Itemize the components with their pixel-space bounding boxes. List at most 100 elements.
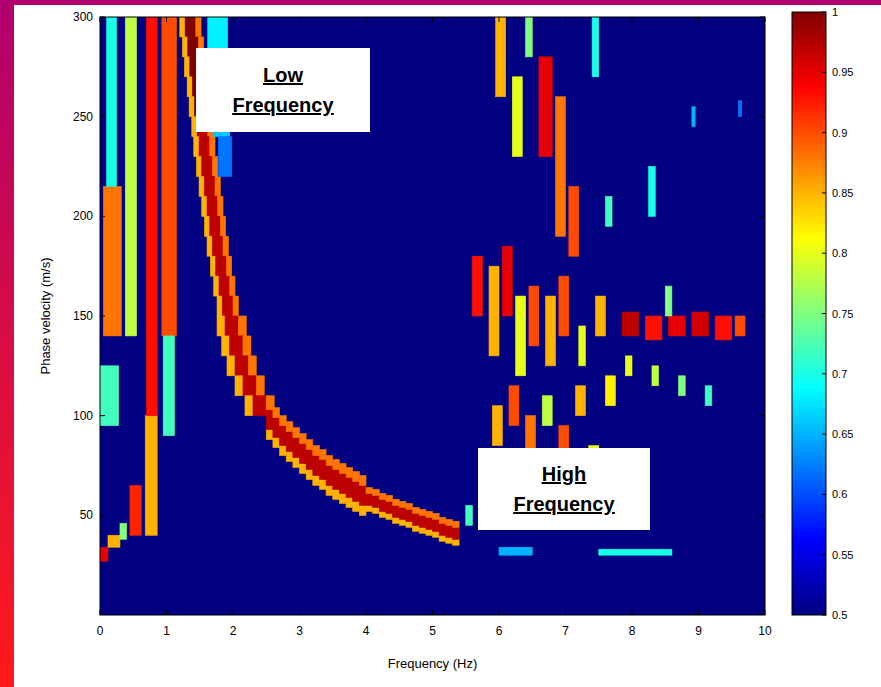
heat-cell bbox=[339, 473, 346, 493]
heat-cell bbox=[217, 296, 222, 316]
colorbar-tick bbox=[822, 313, 826, 314]
heat-cell bbox=[373, 489, 380, 495]
heat-cell bbox=[393, 499, 400, 505]
heat-cell bbox=[715, 316, 732, 340]
heat-cell bbox=[204, 176, 215, 196]
colorbar-tick-label: 0.85 bbox=[832, 187, 853, 199]
heat-cell bbox=[426, 529, 433, 535]
heat-cell bbox=[546, 296, 556, 366]
colorbar-tick-label: 0.55 bbox=[832, 549, 853, 561]
heat-cell bbox=[182, 37, 187, 57]
heat-cell bbox=[210, 256, 215, 276]
x-tick-label: 6 bbox=[496, 624, 503, 638]
annotation-line: Low bbox=[263, 64, 303, 86]
heat-cell bbox=[512, 77, 522, 157]
heat-cell bbox=[419, 509, 426, 515]
annotation-line: Frequency bbox=[513, 493, 615, 515]
x-tick bbox=[100, 17, 101, 22]
heat-cell bbox=[180, 17, 185, 37]
x-tick bbox=[366, 17, 367, 22]
heat-cell bbox=[196, 157, 201, 177]
heat-cell bbox=[509, 386, 519, 426]
x-tick-label: 7 bbox=[562, 624, 569, 638]
colorbar-tick bbox=[822, 554, 826, 555]
annotation-box bbox=[196, 48, 370, 132]
heat-cell bbox=[353, 471, 360, 481]
x-tick bbox=[565, 17, 566, 22]
heat-cell bbox=[433, 531, 440, 537]
heat-cell bbox=[145, 416, 157, 536]
x-tick-label: 9 bbox=[695, 624, 702, 638]
x-tick bbox=[632, 610, 633, 615]
plot-frame bbox=[100, 17, 765, 615]
heat-cell bbox=[313, 446, 320, 456]
heat-cell bbox=[439, 535, 446, 541]
heat-cell bbox=[273, 418, 280, 438]
heat-cell bbox=[406, 509, 413, 521]
heat-cell bbox=[286, 432, 293, 452]
heat-cell bbox=[202, 157, 213, 177]
y-tick-label: 300 bbox=[73, 10, 93, 24]
heat-cell bbox=[599, 549, 672, 555]
heat-cell bbox=[227, 356, 235, 376]
heat-cell bbox=[569, 186, 579, 256]
heat-cell bbox=[214, 276, 219, 296]
heat-cell bbox=[212, 157, 217, 177]
side-strip bbox=[0, 0, 14, 687]
colorbar-tick-label: 0.8 bbox=[832, 247, 847, 259]
heat-cell bbox=[446, 519, 453, 525]
heat-cell bbox=[286, 422, 293, 432]
heat-cell bbox=[575, 386, 585, 416]
heat-cell bbox=[526, 17, 533, 57]
heat-cell bbox=[446, 525, 453, 537]
heat-cell bbox=[273, 408, 280, 418]
heat-cell bbox=[286, 452, 293, 462]
heat-cell bbox=[346, 467, 353, 477]
heat-cell bbox=[333, 460, 340, 470]
x-tick-label: 5 bbox=[429, 624, 436, 638]
heat-cell bbox=[266, 400, 273, 410]
heat-cell bbox=[222, 336, 230, 356]
heat-cell bbox=[306, 440, 313, 450]
chart-root: 01234567891050100150200250300Frequency (… bbox=[0, 0, 881, 687]
y-tick bbox=[760, 415, 765, 416]
heat-cell bbox=[218, 137, 231, 177]
heat-cell bbox=[406, 521, 413, 527]
heat-cell bbox=[280, 426, 287, 446]
heat-cell bbox=[738, 101, 741, 117]
heat-cell bbox=[496, 17, 506, 97]
heat-cell bbox=[472, 256, 482, 316]
heat-cell bbox=[492, 406, 502, 446]
heat-cell bbox=[217, 316, 225, 336]
x-tick bbox=[166, 17, 167, 22]
colorbar-tick-label: 0.9 bbox=[832, 127, 847, 139]
heat-cell bbox=[339, 464, 346, 474]
colorbar-tick-label: 1 bbox=[832, 6, 838, 18]
heat-cell bbox=[735, 316, 745, 336]
colorbar-tick bbox=[822, 12, 826, 13]
heat-cell bbox=[207, 196, 218, 216]
heat-cell bbox=[196, 17, 201, 37]
heat-cell bbox=[223, 236, 228, 256]
heat-cell bbox=[130, 485, 141, 535]
colorbar-tick bbox=[822, 494, 826, 495]
heat-cell bbox=[346, 497, 353, 507]
heat-cell bbox=[248, 356, 256, 376]
heat-cell bbox=[426, 511, 433, 517]
heat-cell bbox=[125, 17, 136, 336]
colorbar-tick bbox=[822, 72, 826, 73]
x-tick bbox=[299, 610, 300, 615]
annotation-line: Frequency bbox=[232, 94, 334, 116]
y-tick bbox=[100, 116, 105, 117]
heat-cell bbox=[452, 539, 459, 545]
x-tick bbox=[166, 610, 167, 615]
y-tick bbox=[760, 17, 765, 18]
heat-cell bbox=[379, 499, 386, 511]
heat-cell bbox=[313, 456, 320, 476]
heat-cell bbox=[399, 519, 406, 525]
heat-cell bbox=[446, 537, 453, 543]
heat-cell bbox=[300, 464, 307, 474]
heat-cell bbox=[326, 466, 333, 486]
heat-cell bbox=[353, 481, 360, 501]
heat-cell bbox=[212, 236, 223, 256]
